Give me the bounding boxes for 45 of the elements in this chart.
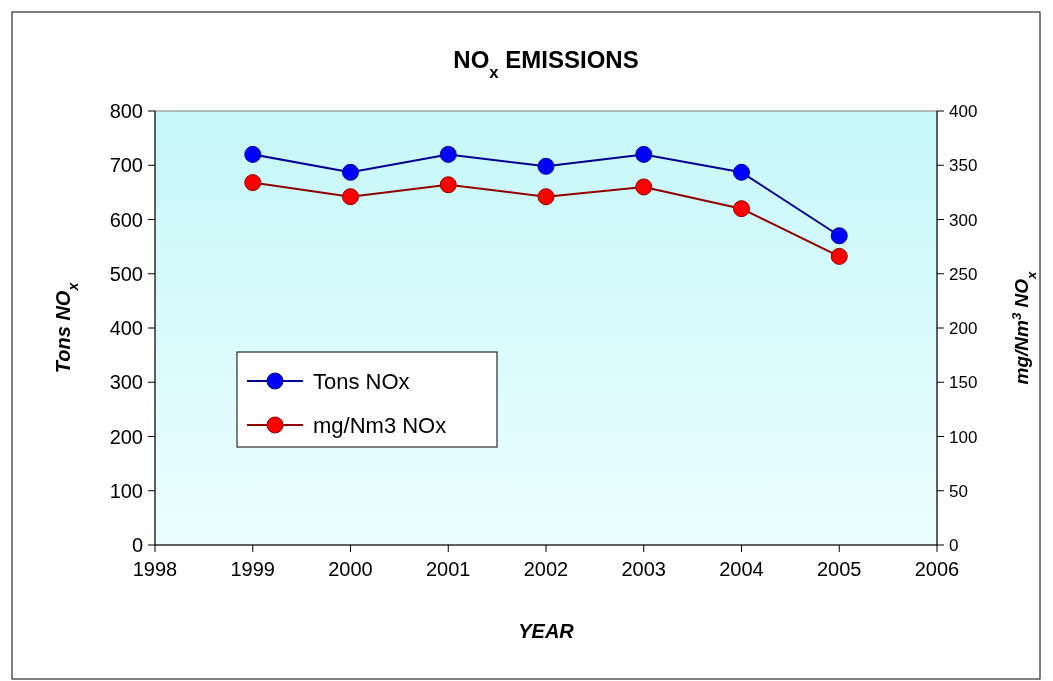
y2-tick-label: 100: [949, 427, 978, 447]
point: [342, 188, 359, 206]
y-tick-label: 500: [109, 262, 143, 285]
point: [733, 200, 750, 218]
y2-tick-label: 400: [949, 102, 978, 121]
point: [342, 163, 359, 181]
point: [439, 176, 457, 194]
y2-tick-label: 150: [949, 373, 978, 393]
x-tick-label: 2004: [719, 558, 764, 580]
y2-tick-label: 0: [949, 536, 959, 555]
point: [244, 145, 262, 163]
y-tick-label: 800: [109, 100, 143, 122]
x-tick-label: 2002: [523, 558, 569, 580]
chart-title: NO$_{x}$ EMISSIONS: [453, 46, 639, 82]
x-axis-title: YEAR: [518, 620, 575, 642]
y2-tick-label: 200: [949, 319, 978, 338]
x-tick-label: 1999: [230, 558, 275, 580]
point: [733, 163, 750, 181]
x-tick-label: 2003: [621, 558, 666, 580]
x-tick-label: 2001: [426, 558, 471, 580]
point: [537, 157, 555, 175]
y2-tick-label: 250: [949, 264, 978, 284]
y-tick-label: 700: [109, 154, 143, 177]
point: [830, 247, 848, 265]
y-tick-label: 100: [109, 479, 143, 502]
x-tick-label: 1998: [132, 558, 178, 580]
point: [537, 188, 555, 206]
y2-tick-label: 350: [949, 156, 978, 176]
y-tick-label: 200: [109, 425, 143, 448]
legend-label: mg/Nm3 NOx: [313, 413, 447, 438]
point: [244, 174, 262, 192]
point: [830, 227, 848, 245]
y2-tick-label: 50: [949, 481, 968, 501]
point: [635, 178, 653, 196]
x-tick-label: 2006: [914, 558, 960, 580]
y-tick-label: 0: [131, 534, 143, 556]
y2-tick-label: 300: [949, 210, 978, 230]
y-tick-label: 400: [109, 317, 143, 339]
point: [439, 145, 457, 163]
y-tick-label: 300: [109, 371, 143, 394]
x-tick-label: 2000: [328, 558, 373, 580]
y-tick-label: 600: [109, 208, 143, 231]
x-tick-label: 2005: [817, 558, 862, 580]
legend-label: Tons NOx: [313, 369, 410, 394]
point: [635, 145, 653, 163]
